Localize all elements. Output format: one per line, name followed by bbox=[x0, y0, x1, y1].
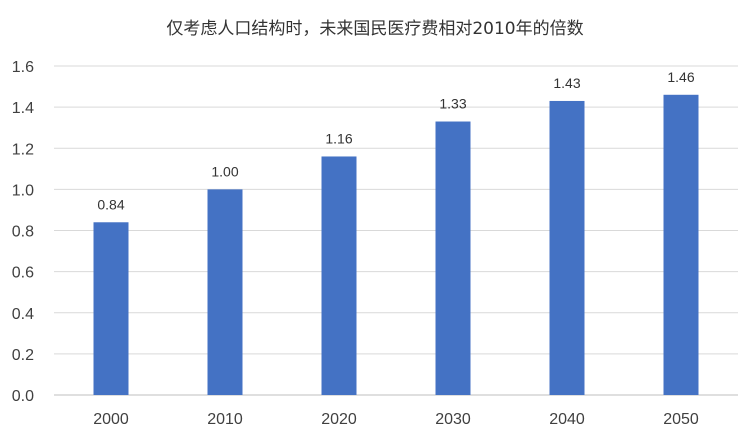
data-label-2040: 1.43 bbox=[553, 75, 580, 91]
x-tick-label: 2050 bbox=[663, 411, 699, 428]
data-label-2050: 1.46 bbox=[667, 69, 694, 85]
bar-2010 bbox=[207, 189, 243, 395]
y-tick-label: 1.0 bbox=[12, 182, 34, 199]
grid-lines bbox=[54, 65, 738, 396]
x-axis-ticks: 2000 2010 2020 2030 2040 2050 bbox=[93, 411, 699, 428]
y-tick-label: 0.0 bbox=[12, 388, 34, 405]
y-tick-label: 0.8 bbox=[12, 224, 34, 241]
bar-2040 bbox=[549, 100, 585, 396]
y-tick-label: 0.2 bbox=[12, 347, 34, 364]
data-label-2000: 0.84 bbox=[97, 196, 124, 212]
data-label-2030: 1.33 bbox=[439, 96, 466, 112]
x-tick-label: 2040 bbox=[549, 411, 585, 428]
y-tick-label: 1.6 bbox=[12, 59, 34, 76]
bars-group bbox=[93, 94, 699, 396]
bar-2030 bbox=[435, 121, 471, 396]
y-tick-label: 1.2 bbox=[12, 141, 34, 158]
y-tick-label: 0.4 bbox=[12, 306, 34, 323]
data-labels-group: 0.84 1.00 1.16 1.33 1.43 1.46 bbox=[97, 69, 694, 212]
x-tick-label: 2010 bbox=[207, 411, 243, 428]
bar-2020 bbox=[321, 156, 357, 395]
y-tick-label: 0.6 bbox=[12, 265, 34, 282]
x-tick-label: 2000 bbox=[93, 411, 129, 428]
y-axis-ticks: 0.0 0.2 0.4 0.6 0.8 1.0 1.2 1.4 1.6 bbox=[12, 59, 34, 405]
x-tick-label: 2020 bbox=[321, 411, 357, 428]
data-label-2020: 1.16 bbox=[325, 130, 352, 146]
bar-2050 bbox=[663, 94, 699, 395]
bar-2000 bbox=[93, 222, 129, 395]
y-tick-label: 1.4 bbox=[12, 100, 34, 117]
chart-title: 仅考虑人口结构时，未来国民医疗费相对2010年的倍数 bbox=[166, 19, 583, 39]
x-tick-label: 2030 bbox=[435, 411, 471, 428]
data-label-2010: 1.00 bbox=[211, 163, 238, 179]
